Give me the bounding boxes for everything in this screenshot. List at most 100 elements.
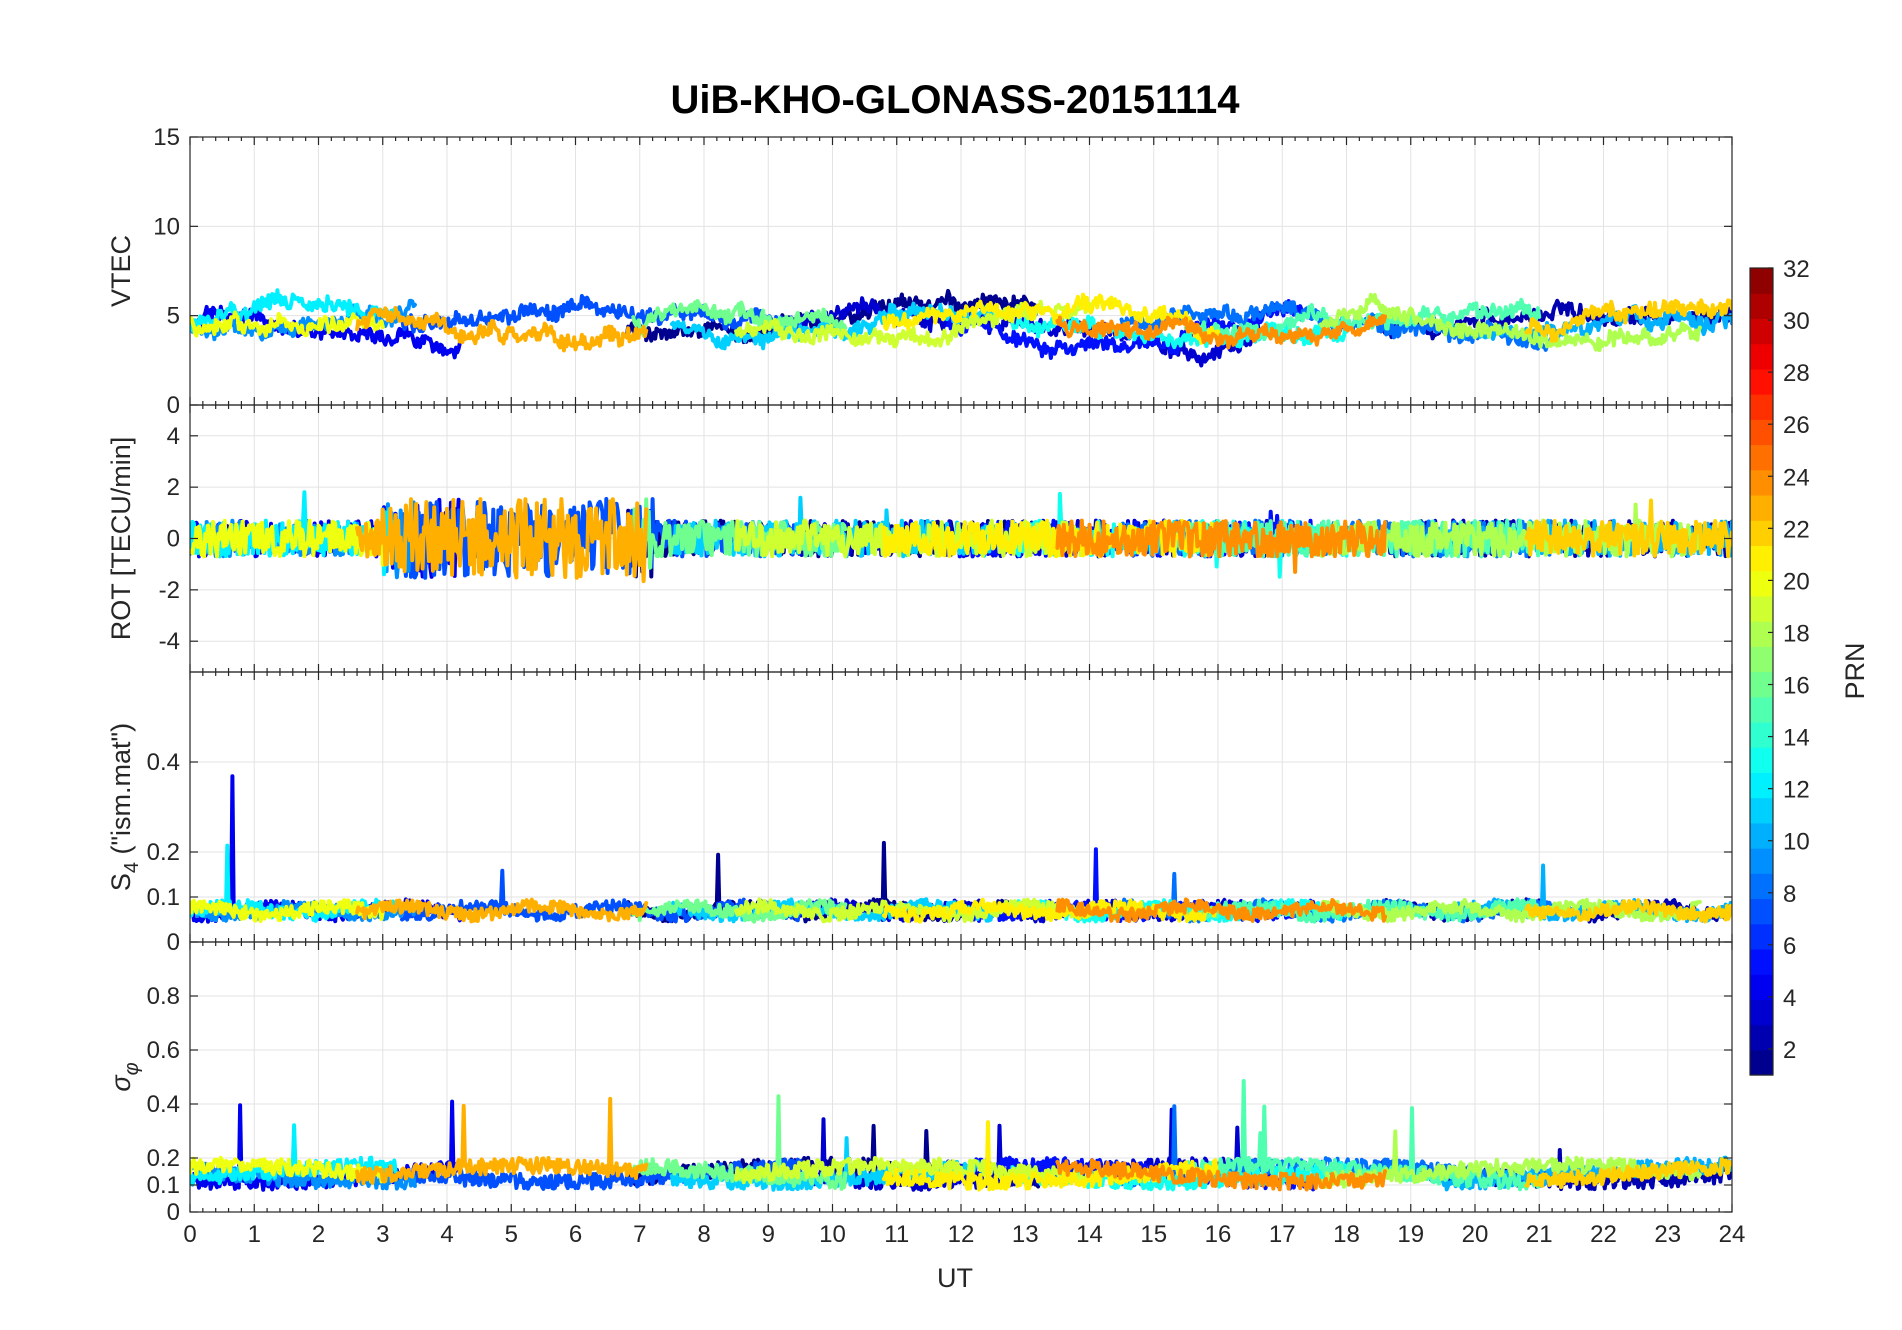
colorbar-swatch xyxy=(1750,772,1773,799)
colorbar-frame xyxy=(1749,267,1774,1076)
y-tick-label: 0.2 xyxy=(147,1145,180,1172)
y-tick-label: 0.6 xyxy=(147,1037,180,1064)
y-tick-label: 2 xyxy=(167,474,180,501)
colorbar-swatch xyxy=(1750,974,1773,1000)
series-line-prn-20 xyxy=(190,518,385,567)
x-tick-label: 13 xyxy=(1012,1221,1039,1248)
series-line-prn-7 xyxy=(400,294,803,334)
colorbar-swatch xyxy=(1750,948,1773,975)
series-line-prn-18 xyxy=(1318,292,1702,353)
colorbar-tick-label: 28 xyxy=(1783,360,1810,387)
colorbar-swatch xyxy=(1750,898,1773,925)
y-axis-label-subscript: 4 xyxy=(121,862,143,873)
colorbar-swatch xyxy=(1750,848,1773,874)
colorbar-swatch xyxy=(1750,671,1773,698)
colorbar-swatch xyxy=(1750,621,1773,647)
colorbar-swatch xyxy=(1750,368,1773,395)
colorbar-swatch xyxy=(1750,444,1773,471)
x-tick-label: 15 xyxy=(1140,1221,1167,1248)
colorbar-tick-label: 26 xyxy=(1783,412,1810,439)
y-tick-label: 4 xyxy=(167,423,180,450)
colorbar-tick-label: 20 xyxy=(1783,568,1810,595)
colorbar-tick-label: 30 xyxy=(1783,308,1810,335)
y-tick-label: 0.4 xyxy=(147,1091,180,1118)
x-tick-label: 11 xyxy=(884,1221,909,1248)
x-tick-label: 6 xyxy=(569,1221,582,1248)
series-line-prn-22 xyxy=(1524,498,1732,559)
series-line-prn-20 xyxy=(190,310,385,338)
x-tick-label: 9 xyxy=(762,1221,775,1248)
colorbar-swatch xyxy=(1750,494,1773,521)
x-axis-label: UT xyxy=(937,1263,973,1293)
x-tick-label: 12 xyxy=(948,1221,975,1248)
y-axis-label-subscript: φ xyxy=(121,1062,143,1075)
series-group xyxy=(190,774,1732,924)
series-line-prn-16 xyxy=(631,299,848,338)
panel-3: 00.10.20.4S4 ("ism.mat") xyxy=(106,671,1733,956)
x-tick-label: 17 xyxy=(1269,1221,1296,1248)
series-line-prn-20 xyxy=(190,898,385,924)
y-axis-label-main: S xyxy=(106,873,136,891)
y-tick-label: 0.4 xyxy=(147,749,180,776)
colorbar-tick-label: 12 xyxy=(1783,777,1810,804)
axis-ticks xyxy=(189,136,1733,406)
series-line-prn-24 xyxy=(1055,1158,1387,1192)
series-line-prn-21 xyxy=(881,518,1220,559)
colorbar-tick-label: 16 xyxy=(1783,673,1810,700)
colorbar-swatch xyxy=(1750,721,1773,748)
chart-title: UiB-KHO-GLONASS-20151114 xyxy=(670,78,1240,122)
y-tick-label: 0.2 xyxy=(147,839,180,866)
x-tick-label: 14 xyxy=(1076,1221,1103,1248)
series-line-prn-23 xyxy=(355,897,649,924)
colorbar-swatch xyxy=(1750,696,1773,723)
y-axis-label: S4 ("ism.mat") xyxy=(106,723,143,891)
colorbar-swatch xyxy=(1750,999,1773,1026)
y-axis-label-tail: ("ism.mat") xyxy=(106,723,136,862)
colorbar-swatch xyxy=(1750,747,1773,773)
colorbar-swatch xyxy=(1750,293,1773,320)
x-tick-label: 8 xyxy=(697,1221,710,1248)
y-tick-label: 0 xyxy=(167,526,180,553)
x-tick-label: 16 xyxy=(1205,1221,1232,1248)
x-tick-label: 1 xyxy=(248,1221,261,1248)
colorbar-swatch xyxy=(1750,873,1773,900)
colorbar-tick-label: 18 xyxy=(1783,620,1810,647)
y-tick-label: 0.8 xyxy=(147,983,180,1010)
series-line-prn-24 xyxy=(1055,518,1387,574)
colorbar-swatch xyxy=(1750,570,1773,597)
colorbar-tick-label: 6 xyxy=(1783,933,1796,960)
axis-ticks xyxy=(189,942,1733,1213)
y-axis-label-main: σ xyxy=(106,1074,136,1092)
colorbar-swatch xyxy=(1750,268,1773,294)
series-line-prn-21 xyxy=(881,1120,1220,1192)
series-line-prn-15 xyxy=(1183,297,1542,343)
y-tick-label: 10 xyxy=(153,213,180,240)
colorbar-tick-label: 8 xyxy=(1783,881,1796,908)
y-tick-label: -4 xyxy=(159,628,180,655)
series-line-prn-21 xyxy=(881,897,1220,924)
y-tick-label: 0.1 xyxy=(147,1172,180,1199)
colorbar-swatches xyxy=(1750,268,1773,1076)
series-line-prn-22 xyxy=(1524,898,1732,924)
colorbar-swatch xyxy=(1750,797,1773,824)
grid-lines xyxy=(189,136,1733,406)
series-line-prn-20 xyxy=(190,1155,385,1184)
colorbar-swatch xyxy=(1750,545,1773,572)
colorbar-swatch xyxy=(1750,1024,1773,1051)
y-axis-label: ROT [TECU/min] xyxy=(106,437,136,641)
panel-2: -4 -2 0 2 4 ROT [TECU/min] xyxy=(106,404,1733,673)
series-group xyxy=(190,490,1732,584)
colorbar-swatch xyxy=(1750,1049,1773,1076)
series-group xyxy=(190,288,1732,368)
colorbar-swatch xyxy=(1750,595,1773,622)
colorbar-swatch xyxy=(1750,469,1773,496)
y-tick-label: 15 xyxy=(153,124,180,151)
panel-4: 0 1 2 3 4 5 6 7 8 9 10 11 12 13 14 15 16 17 18 19 20 21 22 23 24… xyxy=(106,941,1745,1248)
x-tick-label: 19 xyxy=(1397,1221,1424,1248)
y-axis-label: σφ xyxy=(106,1062,143,1091)
colorbar-swatch xyxy=(1750,520,1773,547)
series-line-prn-24 xyxy=(1055,314,1387,350)
